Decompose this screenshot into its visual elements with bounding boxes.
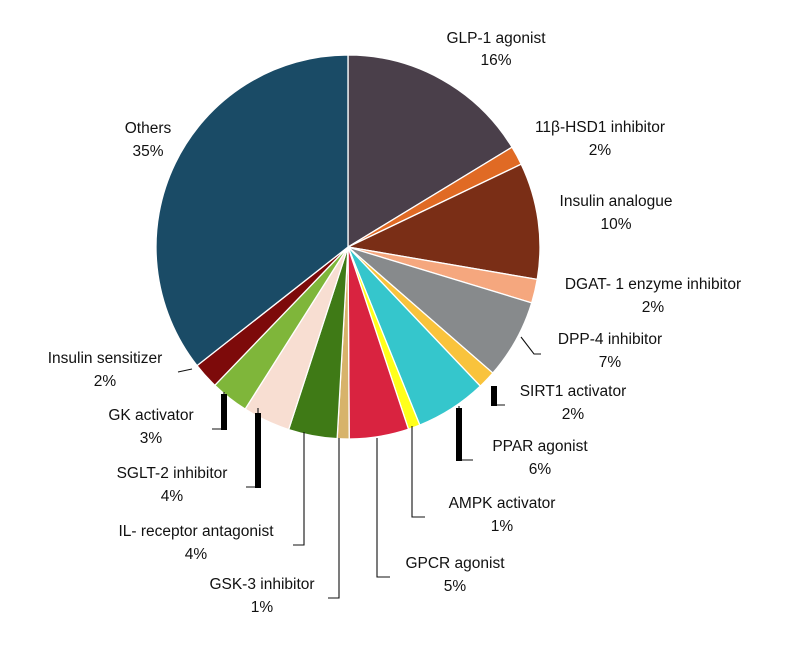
pct-insulin-sensitizer: 2% <box>94 373 117 390</box>
label-dgat1-enzyme-inhibitor: DGAT- 1 enzyme inhibitor <box>565 276 741 293</box>
label-gk-activator: GK activator <box>108 407 193 424</box>
leader-line-gsk3-inhibitor <box>328 438 340 599</box>
pct-gpcr-agonist: 5% <box>444 578 467 595</box>
pct-ampk-activator: 1% <box>491 518 514 535</box>
leader-line-dpp4-inhibitor <box>520 336 541 355</box>
pct-others: 35% <box>132 143 163 160</box>
label-gpcr-agonist: GPCR agonist <box>405 555 505 572</box>
label-11b-hsd1-inhibitor: 11β-HSD1 inhibitor <box>535 119 665 136</box>
pct-il-receptor-antagonist: 4% <box>185 546 208 563</box>
leader-line-insulin-sensitizer <box>177 368 193 373</box>
pct-gk-activator: 3% <box>140 430 163 447</box>
label-glp1-agonist: GLP-1 agonist <box>446 30 546 47</box>
pct-dpp4-inhibitor: 7% <box>599 354 622 371</box>
leader-line-gpcr-agonist <box>376 438 390 578</box>
pct-11b-hsd1-inhibitor: 2% <box>589 142 612 159</box>
pct-gsk3-inhibitor: 1% <box>251 599 274 616</box>
leader-lines <box>177 336 541 599</box>
pie-slice-insulin-analogue <box>345 163 541 281</box>
label-sglt2-inhibitor: SGLT-2 inhibitor <box>117 465 228 482</box>
pie-slice-glp-1-agonist <box>347 54 513 249</box>
pct-sirt1-activator: 2% <box>562 406 585 423</box>
pie-slices <box>155 54 541 440</box>
label-ampk-activator: AMPK activator <box>449 495 556 512</box>
label-gsk3-inhibitor: GSK-3 inhibitor <box>209 576 314 593</box>
pct-glp1-agonist: 16% <box>480 52 511 69</box>
label-others: Others <box>125 120 172 137</box>
leader-line-ampk-activator <box>411 426 425 518</box>
pct-insulin-analogue: 10% <box>600 216 631 233</box>
label-ppar-agonist: PPAR agonist <box>492 438 588 455</box>
label-sirt1-activator: SIRT1 activator <box>520 383 627 400</box>
pct-dgat1-enzyme-inhibitor: 2% <box>642 299 665 316</box>
label-il-receptor-antagonist: IL- receptor antagonist <box>118 523 274 540</box>
pct-sglt2-inhibitor: 4% <box>161 488 184 505</box>
pie-slice-others <box>155 54 349 367</box>
leader-line-il-receptor-antagonist <box>293 432 305 546</box>
slice-labels: GLP-1 agonist 16% 11β-HSD1 inhibitor 2% … <box>48 30 741 616</box>
label-insulin-analogue: Insulin analogue <box>560 193 673 210</box>
pct-ppar-agonist: 6% <box>529 461 552 478</box>
label-insulin-sensitizer: Insulin sensitizer <box>48 350 163 367</box>
label-dpp4-inhibitor: DPP-4 inhibitor <box>558 331 662 348</box>
